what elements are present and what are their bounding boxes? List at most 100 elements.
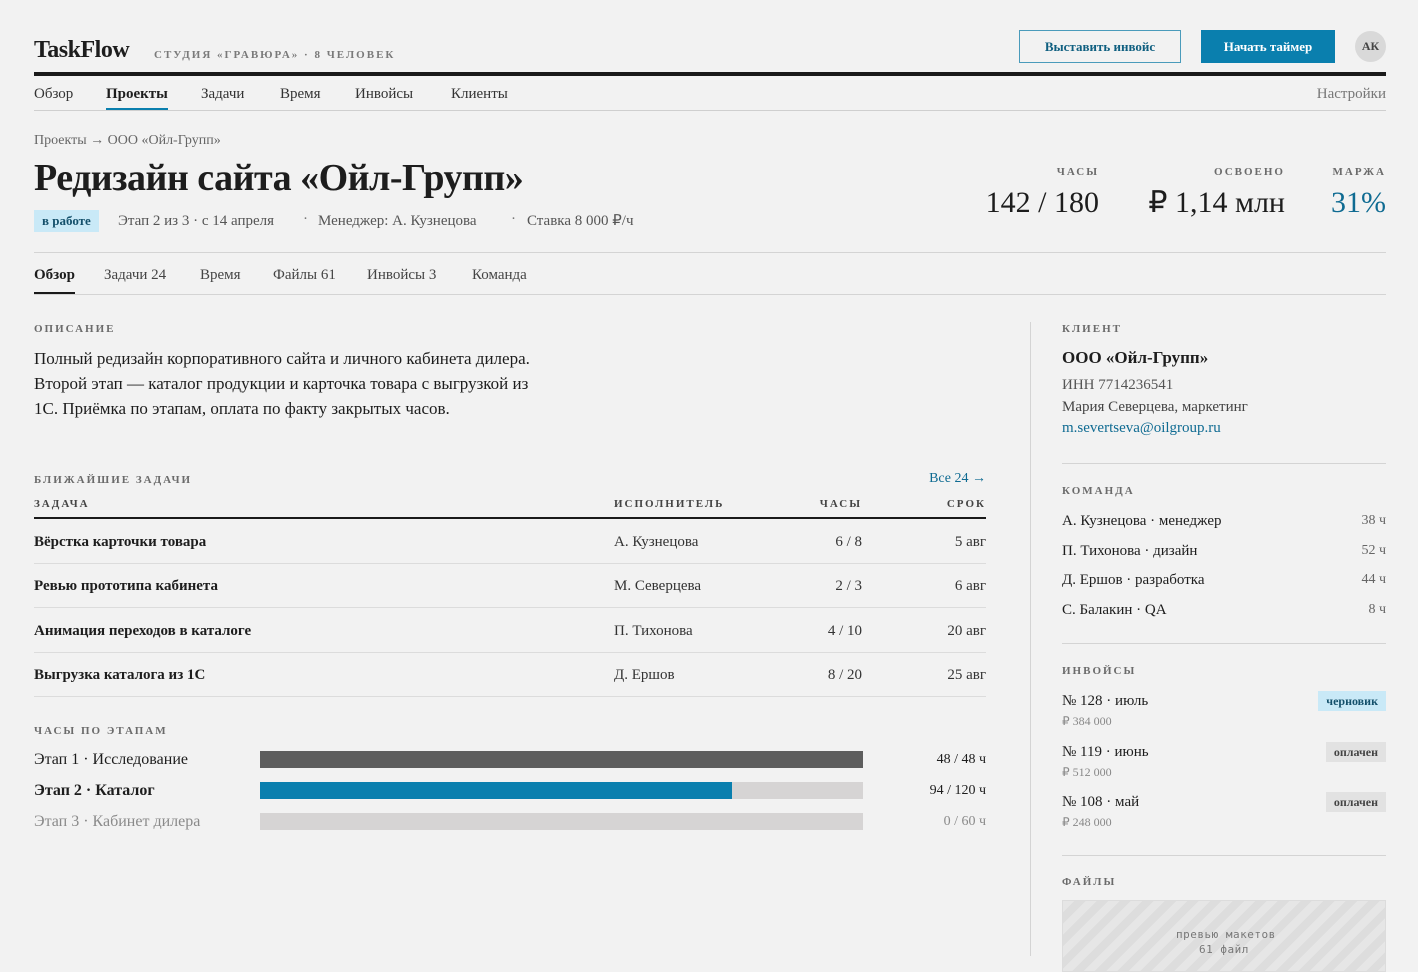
tab[interactable]: Инвойсы 3	[367, 267, 437, 283]
tab[interactable]: Файлы 61	[273, 267, 336, 283]
task-cell: 5 авг	[954, 534, 986, 550]
column-header: ЗАДАЧА	[34, 498, 90, 510]
invoice-title[interactable]: № 108 · май	[1062, 794, 1140, 810]
invoice-amount: ₽ 512 000	[1062, 764, 1112, 779]
file-count: 61 файл	[1199, 943, 1249, 956]
nav-item[interactable]: Инвойсы	[355, 86, 414, 102]
team-member: П. Тихонова · дизайн	[1062, 542, 1198, 559]
nav-item[interactable]: Проекты	[106, 86, 168, 102]
task-cell: А. Кузнецова	[614, 534, 699, 550]
table-header-rule	[34, 517, 986, 519]
client-contact: Мария Северцева, маркетинг	[1062, 399, 1248, 415]
invoice-status: оплачен	[1325, 792, 1386, 812]
invoice-amount: ₽ 384 000	[1062, 714, 1112, 728]
section-rule	[1062, 855, 1386, 856]
studio: СТУДИЯ «ГРАВЮРА» · 8 ЧЕЛОВЕК	[154, 49, 396, 61]
nav-item[interactable]: Время	[280, 86, 321, 102]
phase-hours: 48 / 48 ч	[936, 752, 986, 767]
section-heading: ИНВОЙСЫ	[1062, 665, 1137, 677]
task-cell: 6 авг	[954, 578, 986, 595]
all-tasks-link[interactable]: Все 24 →	[929, 471, 986, 486]
section-heading: ОПИСАНИЕ	[34, 323, 116, 335]
task-cell: 6 / 8	[835, 534, 862, 550]
task-cell: П. Тихонова	[614, 622, 693, 639]
tab-active-underline	[34, 292, 75, 294]
nav-item[interactable]: Задачи	[201, 86, 245, 102]
file-preview-label: превью макетов	[1176, 928, 1276, 941]
stat-label: ОСВОЕНО	[1214, 166, 1285, 178]
client-email[interactable]: m.severtseva@oilgroup.ru	[1062, 420, 1221, 436]
team-hours: 52 ч	[1361, 542, 1386, 558]
section-rule	[1062, 463, 1386, 464]
team-hours: 38 ч	[1361, 513, 1386, 528]
section-heading: БЛИЖАЙШИЕ ЗАДАЧИ	[34, 474, 193, 486]
phase-name: Этап 1 · Исследование	[34, 751, 188, 768]
timer-button[interactable]: Начать таймер	[1201, 30, 1335, 63]
team-member: С. Балакин · QA	[1062, 602, 1167, 619]
avatar[interactable]: АК	[1355, 31, 1386, 62]
meta-item: Менеджер: А. Кузнецова	[318, 213, 477, 229]
section-heading: ЧАСЫ ПО ЭТАПАМ	[34, 725, 168, 737]
section-heading: КОМАНДА	[1062, 485, 1135, 497]
task-name[interactable]: Вёрстка карточки товара	[34, 534, 207, 550]
team-member: Д. Ершов · разработка	[1062, 572, 1205, 589]
task-name[interactable]: Анимация переходов в каталоге	[34, 622, 252, 639]
row-rule	[34, 607, 986, 609]
project-title: Редизайн сайта «Ойл-Групп»	[34, 157, 524, 199]
invoice-status: оплачен	[1325, 741, 1386, 762]
phase-hours: 94 / 120 ч	[929, 783, 986, 798]
stat-label: ЧАСЫ	[1056, 166, 1099, 178]
client-inn: ИНН 7714236541	[1062, 377, 1174, 393]
phase-track	[260, 813, 863, 830]
column-header: ИСПОЛНИТЕЛЬ	[614, 498, 725, 510]
column-header: ЧАСЫ	[819, 498, 862, 510]
section-rule	[1062, 643, 1386, 644]
meta-separator: ·	[511, 211, 516, 227]
nav-active-underline	[106, 108, 168, 110]
section-heading: КЛИЕНТ	[1062, 323, 1122, 335]
project-rule	[34, 252, 1386, 253]
meta-item: Ставка 8 000 ₽/ч	[527, 213, 634, 229]
phase-bar	[260, 751, 863, 768]
nav-item[interactable]: Клиенты	[451, 86, 508, 102]
task-name[interactable]: Выгрузка каталога из 1С	[34, 666, 206, 683]
task-cell: 2 / 3	[835, 578, 862, 595]
invoice-title[interactable]: № 119 · июнь	[1062, 743, 1149, 760]
invoice-status: черновик	[1318, 691, 1386, 711]
team-hours: 44 ч	[1361, 572, 1386, 588]
task-cell: 20 авг	[947, 622, 986, 639]
header-rule	[34, 72, 1386, 76]
logo: TaskFlow	[34, 37, 130, 63]
row-rule	[34, 695, 986, 697]
status-badge: в работе	[34, 210, 99, 232]
nav-item[interactable]: Обзор	[34, 86, 74, 102]
tab[interactable]: Обзор	[34, 267, 75, 283]
team-member: А. Кузнецова · менеджер	[1062, 513, 1222, 529]
settings-link[interactable]: Настройки	[1316, 86, 1386, 102]
phase-name: Этап 3 · Кабинет дилера	[34, 813, 201, 830]
stat-value: 31%	[1331, 186, 1386, 219]
task-cell: 25 авг	[947, 666, 986, 683]
column-header: СРОК	[946, 498, 986, 510]
phase-name: Этап 2 · Каталог	[34, 782, 155, 799]
invoice-button[interactable]: Выставить инвойс	[1019, 30, 1181, 63]
meta-item: Этап 2 из 3 · с 14 апреля	[118, 213, 275, 229]
nav-rule	[34, 110, 1386, 111]
stat-value: 142 / 180	[985, 186, 1099, 219]
invoice-title[interactable]: № 128 · июль	[1062, 693, 1149, 709]
invoice-amount: ₽ 248 000	[1062, 815, 1112, 829]
stat-label: МАРЖА	[1332, 166, 1386, 178]
tab[interactable]: Команда	[472, 267, 527, 283]
tab[interactable]: Задачи 24	[104, 267, 167, 283]
description-text: Полный редизайн корпоративного сайта и л…	[34, 349, 530, 418]
tab[interactable]: Время	[200, 267, 241, 283]
breadcrumb: Проекты → ООО «Ойл-Групп»	[34, 133, 221, 148]
task-cell: М. Северцева	[614, 578, 702, 595]
section-heading: ФАЙЛЫ	[1062, 876, 1117, 888]
team-hours: 8 ч	[1368, 602, 1386, 618]
phase-bar	[260, 782, 733, 799]
row-rule	[34, 563, 986, 564]
task-name[interactable]: Ревью прототипа кабинета	[34, 578, 218, 595]
